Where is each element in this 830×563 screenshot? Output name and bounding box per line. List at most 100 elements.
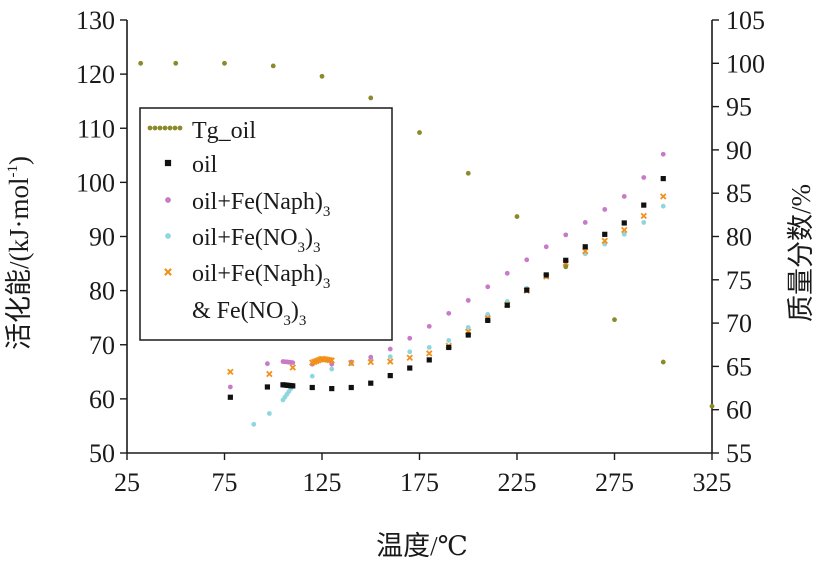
marker-stroke <box>601 237 608 245</box>
data-point <box>368 95 374 101</box>
marker-stroke <box>621 226 628 234</box>
data-point <box>660 175 666 182</box>
legend-label-oil-fe-no3-sub: 3 <box>298 240 306 256</box>
y-left-tick-label: 80 <box>89 277 115 306</box>
data-point <box>641 175 647 180</box>
data-point <box>709 403 715 409</box>
legend-marker-dot <box>172 125 178 131</box>
marker-stroke <box>387 358 394 365</box>
series-oil <box>227 175 666 400</box>
y-right-axis-title: 质量分数/% <box>786 184 816 322</box>
legend-marker-oil-fe-naph <box>165 197 171 203</box>
series-oil-fe-naph-3 <box>227 151 666 390</box>
y-right-tick-label: 75 <box>726 266 752 295</box>
y-left-tick-label: 90 <box>89 223 115 252</box>
legend-label-combo-line2-main: & Fe(NO <box>192 298 283 324</box>
x-tick-label: 275 <box>595 468 634 497</box>
y-right-tick-label: 105 <box>726 6 765 35</box>
data-point <box>602 231 608 237</box>
legend-label-oil-fe-no3-main: oil+Fe(NO <box>192 225 298 251</box>
y-left-title-close: ) <box>4 156 34 165</box>
data-point <box>446 338 452 343</box>
y-left-tick-label: 70 <box>89 331 115 360</box>
legend-marker-oil-fe-no3 <box>165 233 171 239</box>
data-point <box>367 358 374 366</box>
legend-label-combo-line2-sub: 3 <box>283 313 291 329</box>
data-point <box>485 312 491 317</box>
data-point <box>465 332 471 338</box>
data-point <box>329 385 335 392</box>
data-point <box>641 220 647 225</box>
data-point <box>543 244 549 250</box>
data-point <box>387 373 393 379</box>
marker-stroke <box>164 268 172 276</box>
marker-stroke <box>367 358 374 366</box>
legend-marker-tg-oil <box>147 125 183 131</box>
series-tg-oil <box>138 60 715 409</box>
y-left-axis-title: 活化能/(kJ·mol-1) <box>4 156 34 350</box>
y-right-tick-label: 65 <box>726 352 752 381</box>
data-point <box>485 284 491 290</box>
legend-item-oil-fe-naph-fe-no3: oil+Fe(Naph)3 & Fe(NO3)3 <box>164 261 330 329</box>
data-point <box>465 325 471 330</box>
data-point <box>612 317 617 323</box>
legend-label-combo-line1-sub: 3 <box>323 276 331 292</box>
data-point <box>328 357 335 364</box>
legend-label-oil-fe-naph-fe-no3-line1: oil+Fe(Naph)3 <box>192 261 330 292</box>
data-point <box>138 60 144 66</box>
data-point <box>319 73 325 79</box>
data-point <box>407 349 413 355</box>
legend-label-oil-fe-no3-after: ) <box>305 225 313 251</box>
x-axis-title: 温度/℃ <box>376 531 468 561</box>
y-left-tick-label: 110 <box>77 114 115 143</box>
y-left-title-sup: -1 <box>5 165 21 178</box>
data-point <box>582 244 588 250</box>
data-point <box>290 360 296 366</box>
data-point <box>368 380 374 386</box>
data-point <box>640 212 647 220</box>
data-point <box>406 354 413 361</box>
y-right-tick-label: 70 <box>726 309 752 338</box>
data-point <box>309 373 315 379</box>
x-tick-label: 75 <box>212 468 238 497</box>
y-left-tick-label: 100 <box>76 168 115 197</box>
data-point <box>417 130 422 135</box>
y-left-tick-label: 130 <box>76 6 115 35</box>
data-point <box>465 297 471 303</box>
legend-marker-dot <box>152 125 158 131</box>
data-point <box>227 394 233 400</box>
marker-stroke <box>266 370 273 378</box>
legend-label-oil: oil <box>192 152 218 178</box>
data-point <box>329 361 335 367</box>
marker-stroke <box>328 357 335 364</box>
y-right-tick-label: 55 <box>726 439 752 468</box>
legend-marker-dot <box>177 125 183 131</box>
marker-stroke <box>348 359 355 367</box>
data-point <box>524 257 530 263</box>
data-point <box>465 170 471 176</box>
y-right-tick-label: 90 <box>726 136 752 165</box>
data-point <box>621 231 627 237</box>
data-point <box>660 151 666 157</box>
legend-marker-oil <box>164 159 172 167</box>
data-point <box>426 357 432 363</box>
data-point <box>270 63 276 69</box>
legend-marker-symbol <box>164 159 172 167</box>
data-point <box>543 272 549 278</box>
data-point <box>348 359 355 367</box>
marker-stroke <box>640 212 647 220</box>
x-tick-label: 325 <box>693 468 732 497</box>
y-left-tick-label: 60 <box>89 385 115 414</box>
legend-label-combo-line2-after: ) <box>291 298 299 324</box>
legend-marker-dot <box>147 125 153 131</box>
y-left-axis-title-group: 活化能/(kJ·mol-1) <box>4 156 34 350</box>
data-point <box>563 257 569 263</box>
data-point <box>446 344 452 351</box>
data-point <box>222 60 227 66</box>
data-point <box>504 270 510 276</box>
legend-marker-symbol <box>165 197 171 203</box>
legend-item-tg-oil: Tg_oil <box>147 118 256 144</box>
legend-label-combo-line2-sub2: 3 <box>299 313 307 329</box>
data-point <box>265 361 270 367</box>
